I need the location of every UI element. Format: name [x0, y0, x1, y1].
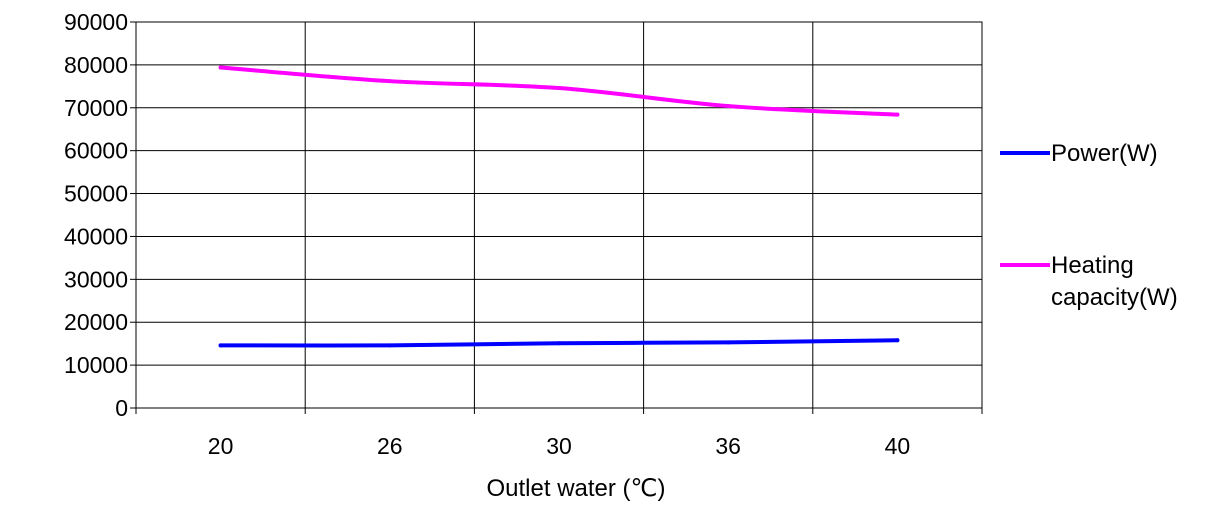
x-tick-label: 36 [715, 433, 741, 459]
legend-label: Heating [1051, 252, 1134, 279]
data-point [726, 104, 731, 109]
plot-area [135, 21, 983, 409]
data-point [387, 79, 392, 84]
data-point [557, 86, 561, 91]
y-axis-ticks: 0 10000 20000 30000 40000 50000 60000 70000 8000… [64, 9, 136, 421]
y-tick-label: 0 [115, 395, 128, 421]
x-tick-label: 30 [546, 433, 572, 459]
x-axis-title: Outlet water (℃) [487, 475, 666, 502]
y-tick-label: 60000 [64, 138, 128, 164]
y-tick-label: 20000 [64, 309, 128, 335]
legend-label: Power(W) [1051, 140, 1158, 167]
legend: Power(W) Heating capacity(W) [1000, 140, 1178, 311]
y-tick-label: 50000 [64, 181, 128, 207]
data-point [895, 338, 900, 343]
data-point [218, 65, 223, 70]
x-tick-label: 40 [885, 433, 911, 459]
series-lines [218, 65, 900, 348]
x-tick-label: 26 [377, 433, 403, 459]
y-tick-label: 80000 [64, 52, 128, 78]
y-tick-label: 90000 [64, 9, 128, 35]
data-point [218, 343, 223, 348]
y-tick-label: 30000 [64, 266, 128, 292]
x-tick-label: 20 [208, 433, 234, 459]
y-tick-label: 40000 [64, 223, 128, 249]
data-point [895, 112, 900, 117]
x-axis-ticks: 20 26 30 36 40 [135, 408, 983, 459]
data-point [726, 340, 731, 345]
y-tick-label: 10000 [64, 352, 128, 378]
data-point [557, 341, 561, 346]
grid [136, 22, 982, 408]
data-point [387, 343, 392, 348]
y-tick-label: 70000 [64, 95, 128, 121]
legend-label: capacity(W) [1051, 284, 1178, 311]
